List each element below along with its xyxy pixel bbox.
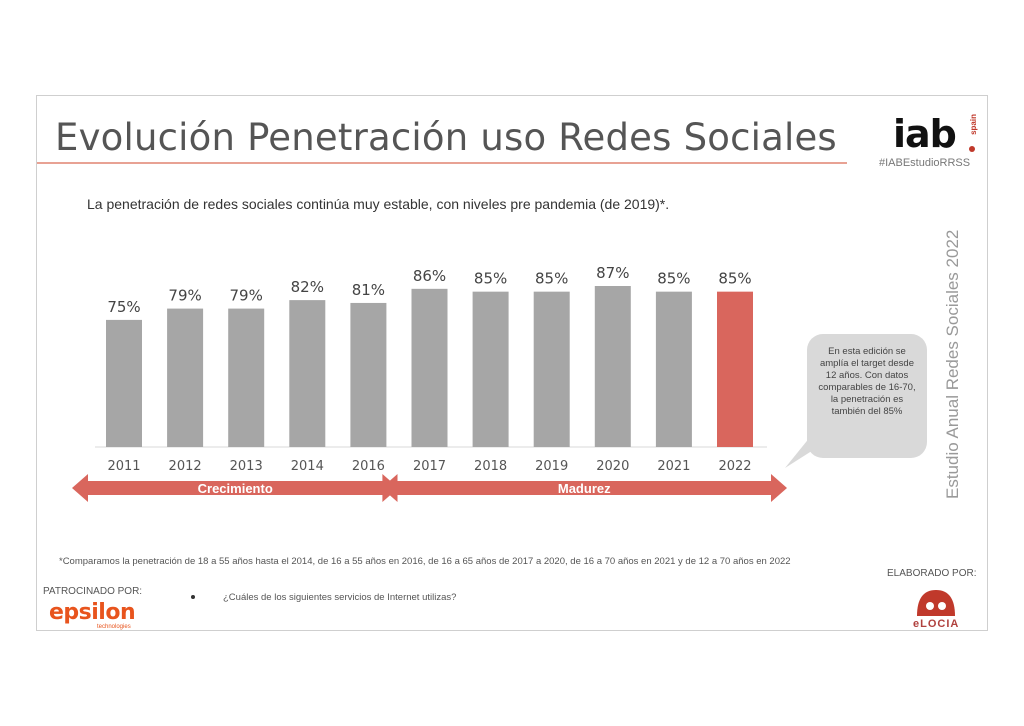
tick-label-2022: 2022 xyxy=(718,459,751,474)
elocia-logo-icon xyxy=(917,590,955,616)
tick-label-2016: 2016 xyxy=(352,459,385,474)
bar-2022 xyxy=(717,291,753,447)
footnote: *Comparamos la penetración de 18 a 55 añ… xyxy=(59,556,791,567)
value-label-2011: 75% xyxy=(107,298,140,316)
chart-subtitle: La penetración de redes sociales continú… xyxy=(87,196,670,212)
bar-2013 xyxy=(228,308,265,447)
tick-label-2021: 2021 xyxy=(657,459,690,474)
bar-2021 xyxy=(655,291,692,447)
bar-2016 xyxy=(350,302,387,447)
bar-2019 xyxy=(533,291,570,447)
tick-label-2013: 2013 xyxy=(230,459,263,474)
tick-label-2011: 2011 xyxy=(107,459,140,474)
value-label-2020: 87% xyxy=(596,264,629,282)
page-title: Evolución Penetración uso Redes Sociales xyxy=(55,116,837,159)
value-label-2021: 85% xyxy=(657,270,690,288)
value-label-2018: 85% xyxy=(474,270,507,288)
tick-label-2018: 2018 xyxy=(474,459,507,474)
hashtag: #IABEstudioRRSS xyxy=(879,157,971,169)
value-label-2014: 82% xyxy=(291,278,324,296)
tick-label-2012: 2012 xyxy=(169,459,202,474)
elocia-logo-text: eLOCIA xyxy=(913,618,960,630)
phase-label-madurez: Madurez xyxy=(558,481,611,496)
bar-2017 xyxy=(411,288,448,447)
value-label-2013: 79% xyxy=(230,287,263,305)
value-label-2017: 86% xyxy=(413,267,446,285)
tick-label-2014: 2014 xyxy=(291,459,324,474)
value-label-2016: 81% xyxy=(352,281,385,299)
bar-chart: 75% 2011 79% 2012 79% 2013 82% 2014 81% 2016 86% 20… xyxy=(72,264,829,502)
iab-logo: iab xyxy=(893,112,957,156)
value-label-2019: 85% xyxy=(535,270,568,288)
tick-label-2020: 2020 xyxy=(596,459,629,474)
value-label-2012: 79% xyxy=(168,287,201,305)
bar-2018 xyxy=(472,291,509,447)
bar-2020 xyxy=(594,286,631,447)
title-divider xyxy=(37,162,847,164)
bar-2012 xyxy=(167,308,204,447)
phase-arrow-madurez xyxy=(381,474,787,502)
bullet-icon xyxy=(191,595,195,599)
epsilon-logo-sub: technologies xyxy=(97,624,131,630)
tick-label-2019: 2019 xyxy=(535,459,568,474)
slide: Evolución Penetración uso Redes Sociales… xyxy=(36,95,988,631)
sponsored-label: PATROCINADO POR: xyxy=(43,586,143,597)
bar-2014 xyxy=(289,300,326,447)
survey-question: ¿Cuáles de los siguientes servicios de I… xyxy=(223,592,457,603)
tick-label-2017: 2017 xyxy=(413,459,446,474)
phase-arrow-crecimiento xyxy=(72,474,399,502)
made-by-label: ELABORADO POR: xyxy=(887,568,977,579)
phase-label-crecimiento: Crecimiento xyxy=(198,481,273,496)
epsilon-logo: epsilon xyxy=(49,600,136,625)
bar-2011 xyxy=(106,319,142,447)
value-label-2022: 85% xyxy=(718,270,751,288)
iab-logo-dot xyxy=(969,146,975,152)
note-bubble: En esta edición se amplía el target desd… xyxy=(807,334,927,458)
